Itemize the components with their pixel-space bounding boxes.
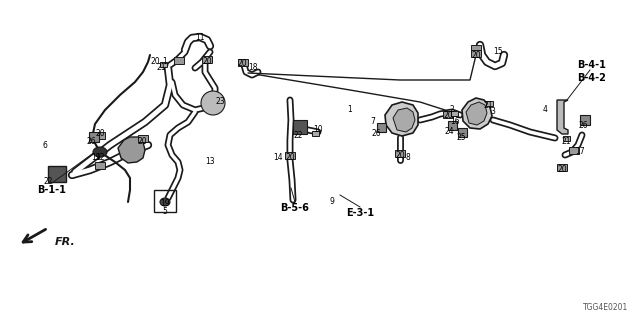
Text: 15: 15 bbox=[493, 47, 503, 57]
Text: 4: 4 bbox=[543, 106, 547, 115]
Bar bbox=[471, 50, 481, 57]
Bar bbox=[312, 131, 319, 135]
Text: 8: 8 bbox=[406, 153, 410, 162]
Text: 20: 20 bbox=[395, 151, 405, 161]
Text: FR.: FR. bbox=[55, 237, 76, 247]
Bar bbox=[377, 123, 386, 132]
Text: 22: 22 bbox=[293, 131, 303, 140]
Text: 20: 20 bbox=[150, 58, 160, 67]
Bar bbox=[174, 57, 184, 63]
Text: B-4-2: B-4-2 bbox=[577, 73, 607, 83]
Text: 13: 13 bbox=[205, 157, 215, 166]
Bar bbox=[563, 135, 570, 140]
Text: 1: 1 bbox=[348, 106, 353, 115]
Polygon shape bbox=[393, 108, 415, 132]
Circle shape bbox=[201, 91, 225, 115]
Text: 21: 21 bbox=[156, 62, 166, 71]
Text: 6: 6 bbox=[43, 140, 47, 149]
Text: 12: 12 bbox=[95, 154, 105, 163]
Bar bbox=[95, 162, 105, 169]
Text: 3: 3 bbox=[491, 108, 495, 116]
Text: 20: 20 bbox=[137, 138, 147, 147]
Text: 2: 2 bbox=[450, 106, 454, 115]
Bar bbox=[202, 55, 212, 62]
Bar bbox=[238, 59, 248, 66]
Polygon shape bbox=[557, 100, 568, 134]
Bar bbox=[395, 149, 405, 156]
Bar bbox=[138, 134, 148, 141]
Ellipse shape bbox=[93, 147, 107, 157]
Bar bbox=[580, 115, 590, 125]
Text: TGG4E0201: TGG4E0201 bbox=[583, 303, 628, 312]
Text: 20: 20 bbox=[557, 165, 567, 174]
Bar bbox=[285, 151, 295, 158]
Bar bbox=[154, 190, 176, 212]
Bar bbox=[443, 110, 453, 117]
Text: 26: 26 bbox=[371, 129, 381, 138]
Bar bbox=[95, 132, 105, 139]
Text: 7: 7 bbox=[371, 117, 376, 126]
Bar bbox=[451, 110, 458, 116]
Text: B-4-1: B-4-1 bbox=[577, 60, 607, 70]
Text: E-3-1: E-3-1 bbox=[346, 208, 374, 218]
Bar bbox=[89, 132, 99, 142]
Bar bbox=[486, 100, 493, 106]
Text: 14: 14 bbox=[273, 153, 283, 162]
Text: 18: 18 bbox=[248, 63, 258, 73]
Text: 9: 9 bbox=[330, 197, 335, 206]
Text: 26: 26 bbox=[578, 121, 588, 130]
Text: 19: 19 bbox=[160, 199, 170, 209]
Text: 26: 26 bbox=[86, 138, 96, 147]
Text: 21: 21 bbox=[561, 138, 571, 147]
Text: 25: 25 bbox=[456, 133, 466, 142]
Text: 19: 19 bbox=[91, 153, 101, 162]
Text: 5: 5 bbox=[163, 207, 168, 217]
Text: 22: 22 bbox=[44, 178, 52, 187]
Text: 20: 20 bbox=[285, 154, 295, 163]
Bar bbox=[557, 164, 567, 171]
Text: 16: 16 bbox=[450, 117, 460, 126]
Bar bbox=[448, 121, 457, 130]
Text: 17: 17 bbox=[575, 148, 585, 156]
Polygon shape bbox=[118, 137, 145, 163]
Bar bbox=[293, 120, 307, 134]
Text: B-1-1: B-1-1 bbox=[38, 185, 67, 195]
Text: 20: 20 bbox=[443, 111, 453, 121]
Polygon shape bbox=[462, 98, 492, 129]
Text: 21: 21 bbox=[483, 101, 493, 110]
Text: 1: 1 bbox=[163, 58, 168, 67]
Text: 10: 10 bbox=[313, 125, 323, 134]
Text: 20: 20 bbox=[471, 52, 481, 60]
Text: 20: 20 bbox=[237, 60, 247, 68]
Polygon shape bbox=[385, 102, 418, 136]
Polygon shape bbox=[466, 102, 487, 125]
Text: 11: 11 bbox=[195, 34, 205, 43]
Bar bbox=[48, 166, 66, 182]
Bar bbox=[569, 147, 579, 154]
Text: 20: 20 bbox=[202, 58, 212, 67]
Bar bbox=[458, 128, 467, 137]
Ellipse shape bbox=[160, 198, 170, 206]
Text: B-5-6: B-5-6 bbox=[280, 203, 309, 213]
Text: 24: 24 bbox=[444, 127, 454, 137]
Text: 20: 20 bbox=[95, 130, 105, 139]
Bar bbox=[471, 44, 481, 52]
Bar bbox=[159, 61, 167, 67]
Text: 23: 23 bbox=[215, 98, 225, 107]
